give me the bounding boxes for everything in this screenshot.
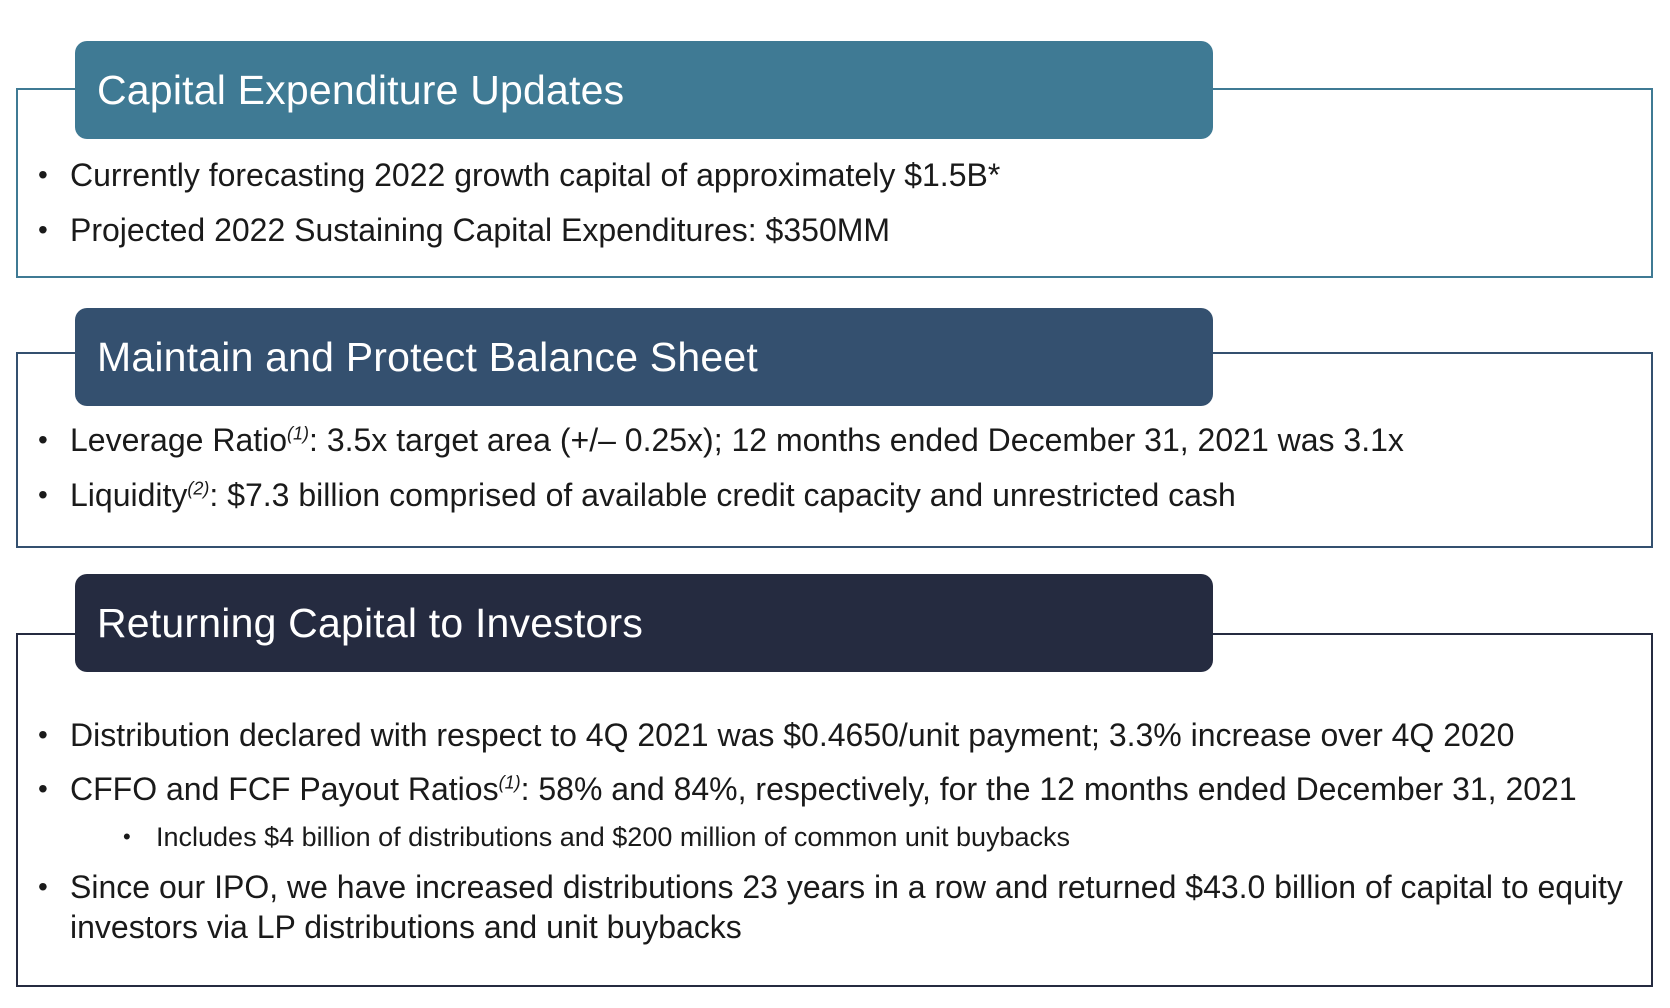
bullet-text: Projected 2022 Sustaining Capital Expend… <box>70 212 891 248</box>
sub-bullet-text: Includes $4 billion of distributions and… <box>156 822 1071 852</box>
bullet-item: • CFFO and FCF Payout Ratios(1): 58% and… <box>36 769 1660 809</box>
bullet-dot-icon: • <box>38 719 48 750</box>
bullet-dot-icon: • <box>38 424 48 455</box>
section-title: Maintain and Protect Balance Sheet <box>97 333 758 380</box>
section-box <box>16 633 1653 987</box>
bullet-list: • Distribution declared with respect to … <box>36 715 1660 961</box>
bullet-text: : 58% and 84%, respectively, for the 12 … <box>520 771 1577 807</box>
bullet-text: : 3.5x target area (+/– 0.25x); 12 month… <box>309 422 1404 458</box>
section-header: Maintain and Protect Balance Sheet <box>75 308 1213 406</box>
section-balance-sheet: Maintain and Protect Balance Sheet • Lev… <box>16 308 1660 548</box>
bullet-dot-icon: • <box>38 159 48 190</box>
bullet-text-label: CFFO and FCF Payout Ratios <box>70 771 499 807</box>
bullet-dot-icon: • <box>38 773 48 804</box>
section-title: Capital Expenditure Updates <box>97 66 625 113</box>
bullet-list: • Currently forecasting 2022 growth capi… <box>36 155 1660 265</box>
bullet-dot-icon: • <box>38 479 48 510</box>
bullet-dot-icon: • <box>38 214 48 245</box>
bullet-text: Since our IPO, we have increased distrib… <box>70 869 1623 945</box>
bullet-item: • Liquidity(2): $7.3 billion comprised o… <box>36 475 1660 515</box>
sub-bullet-item: • Includes $4 billion of distributions a… <box>36 819 1660 855</box>
footnote-marker: (1) <box>498 772 521 793</box>
bullet-item: • Projected 2022 Sustaining Capital Expe… <box>36 210 1660 250</box>
bullet-dot-icon: • <box>123 824 131 849</box>
bullet-item: • Distribution declared with respect to … <box>36 715 1660 755</box>
footnote-marker: (1) <box>287 423 310 444</box>
bullet-item: • Since our IPO, we have increased distr… <box>36 867 1660 947</box>
bullet-dot-icon: • <box>38 871 48 902</box>
bullet-text-label: Liquidity <box>70 477 188 513</box>
bullet-text: Distribution declared with respect to 4Q… <box>70 717 1515 753</box>
bullet-item: • Currently forecasting 2022 growth capi… <box>36 155 1660 195</box>
bullet-list: • Leverage Ratio(1): 3.5x target area (+… <box>36 420 1660 530</box>
footnote-marker: (2) <box>187 478 210 499</box>
section-capital-expenditure: Capital Expenditure Updates • Currently … <box>0 0 1670 290</box>
section-title: Returning Capital to Investors <box>97 599 644 646</box>
bullet-text: Currently forecasting 2022 growth capita… <box>70 157 1001 193</box>
section-header: Capital Expenditure Updates <box>75 41 1213 139</box>
bullet-item: • Leverage Ratio(1): 3.5x target area (+… <box>36 420 1660 460</box>
bullet-text-label: Leverage Ratio <box>70 422 288 458</box>
section-header: Returning Capital to Investors <box>75 574 1213 672</box>
bullet-text: : $7.3 billion comprised of available cr… <box>209 477 1236 513</box>
